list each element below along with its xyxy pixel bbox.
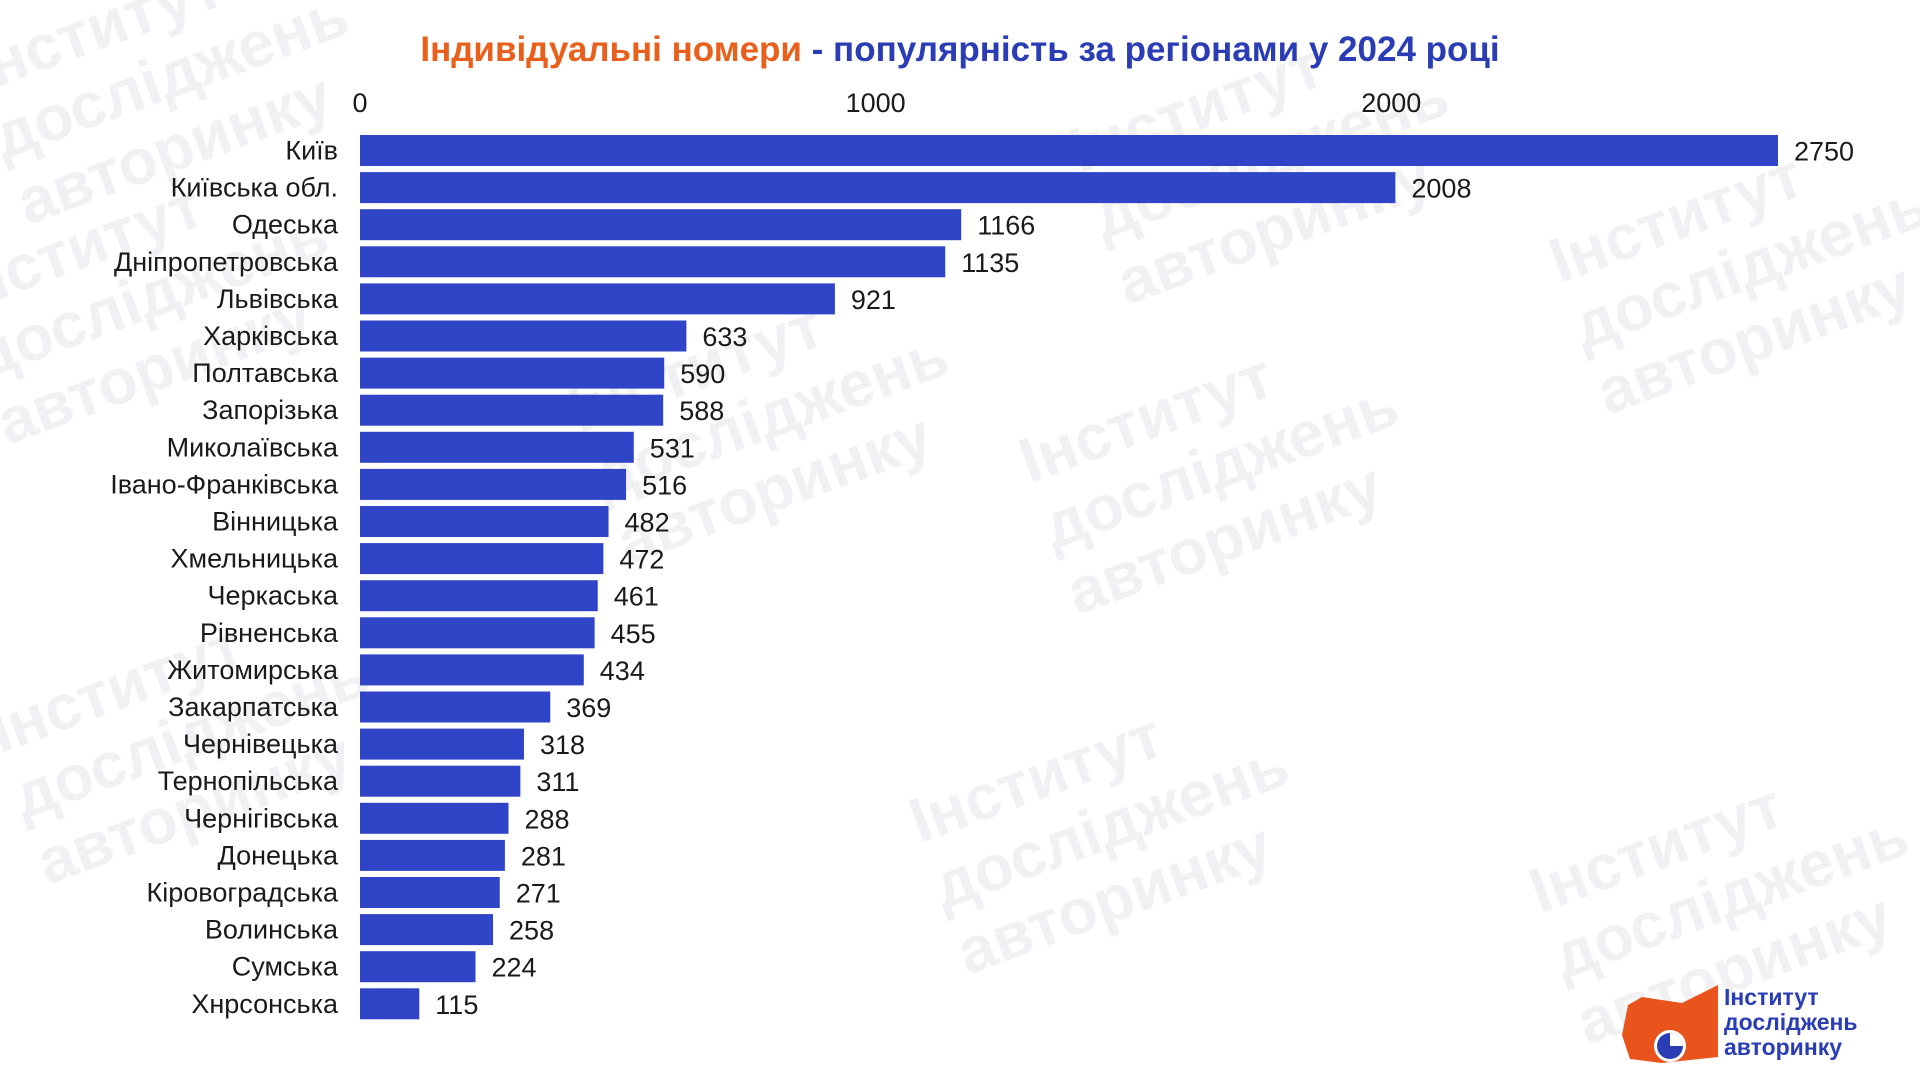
data-label: 115	[435, 990, 478, 1020]
bar	[360, 431, 634, 463]
data-label: 531	[650, 433, 695, 463]
category-label: Одеська	[232, 210, 339, 240]
data-label: 633	[702, 322, 747, 352]
data-label: 921	[851, 285, 896, 315]
category-label: Сумська	[232, 952, 339, 982]
bar	[360, 617, 595, 649]
bar	[360, 320, 687, 352]
bar	[360, 580, 598, 612]
data-label: 288	[525, 804, 570, 834]
bar	[360, 135, 1778, 166]
chart-title-highlight: Індивідуальні номери	[420, 30, 802, 69]
category-label: Івано-Франківська	[110, 469, 339, 499]
category-label: Чернівецька	[183, 729, 339, 759]
bar	[360, 283, 835, 315]
data-label: 258	[509, 916, 554, 946]
category-label: Запорізька	[202, 395, 339, 425]
category-label: Київська обл.	[171, 173, 338, 203]
data-label: 311	[536, 767, 579, 797]
bar	[360, 654, 584, 686]
bar	[360, 209, 962, 241]
bar	[360, 543, 604, 575]
logo-text-line1: Інститут	[1724, 984, 1819, 1010]
category-label: Житомирська	[167, 655, 339, 685]
category-label: Черкаська	[208, 581, 339, 611]
bar	[360, 357, 665, 389]
data-label: 590	[680, 359, 725, 389]
logo-shape	[1622, 985, 1718, 1063]
bar	[360, 914, 494, 946]
category-label: Миколаївська	[167, 432, 339, 462]
data-label: 2008	[1411, 174, 1471, 204]
x-tick-label: 1000	[846, 88, 906, 118]
logo-mark	[1622, 985, 1718, 1063]
data-label: 482	[625, 508, 670, 538]
bar	[360, 951, 476, 983]
data-label: 369	[566, 693, 611, 723]
x-tick-label: 2000	[1361, 88, 1421, 118]
chart-title-rest: - популярність за регіонами у 2024 році	[801, 30, 1500, 69]
data-label: 1166	[977, 211, 1035, 241]
bar	[360, 246, 946, 278]
bar	[360, 468, 627, 500]
category-label: Закарпатська	[168, 692, 339, 722]
category-label: Тернопільська	[158, 766, 339, 796]
category-label: Кіровоградська	[147, 878, 339, 908]
category-label: Харківська	[203, 321, 339, 351]
logo-text-line2: досліджень	[1724, 1009, 1858, 1035]
data-label: 224	[492, 953, 537, 983]
bar	[360, 394, 664, 426]
data-label: 271	[516, 879, 561, 909]
bar	[360, 691, 551, 723]
bar	[360, 988, 420, 1020]
bar	[360, 172, 1396, 204]
category-label: Рівненська	[200, 618, 339, 648]
category-label: Хмельницька	[171, 544, 339, 574]
category-label: Полтавська	[192, 358, 339, 388]
bar	[360, 728, 524, 760]
data-label: 281	[521, 841, 566, 871]
bar	[360, 506, 609, 537]
data-label: 434	[600, 656, 645, 686]
category-label: Дніпропетровська	[114, 247, 339, 277]
category-label: Київ	[285, 136, 338, 166]
logo-text: Інститут досліджень авторинку	[1724, 985, 1858, 1060]
data-label: 588	[679, 396, 724, 426]
category-label: Донецька	[218, 840, 339, 870]
data-label: 318	[540, 730, 585, 760]
data-label: 516	[642, 470, 687, 500]
logo-text-line3: авторинку	[1724, 1034, 1843, 1060]
bar	[360, 802, 509, 834]
data-label: 472	[619, 545, 664, 575]
category-label: Львівська	[217, 284, 339, 314]
category-label: Вінницька	[212, 507, 339, 537]
bar	[360, 839, 505, 871]
data-label: 1135	[961, 248, 1019, 278]
category-label: Хнрсонська	[191, 989, 339, 1019]
category-label: Волинська	[205, 915, 339, 945]
category-label: Чернігівська	[184, 803, 339, 833]
chart-title: Індивідуальні номери - популярність за р…	[0, 30, 1920, 70]
data-label: 455	[611, 619, 656, 649]
data-label: 461	[614, 582, 659, 612]
data-label: 2750	[1794, 137, 1854, 167]
bar	[360, 765, 521, 797]
x-tick-label: 0	[352, 88, 367, 118]
bar	[360, 877, 500, 908]
